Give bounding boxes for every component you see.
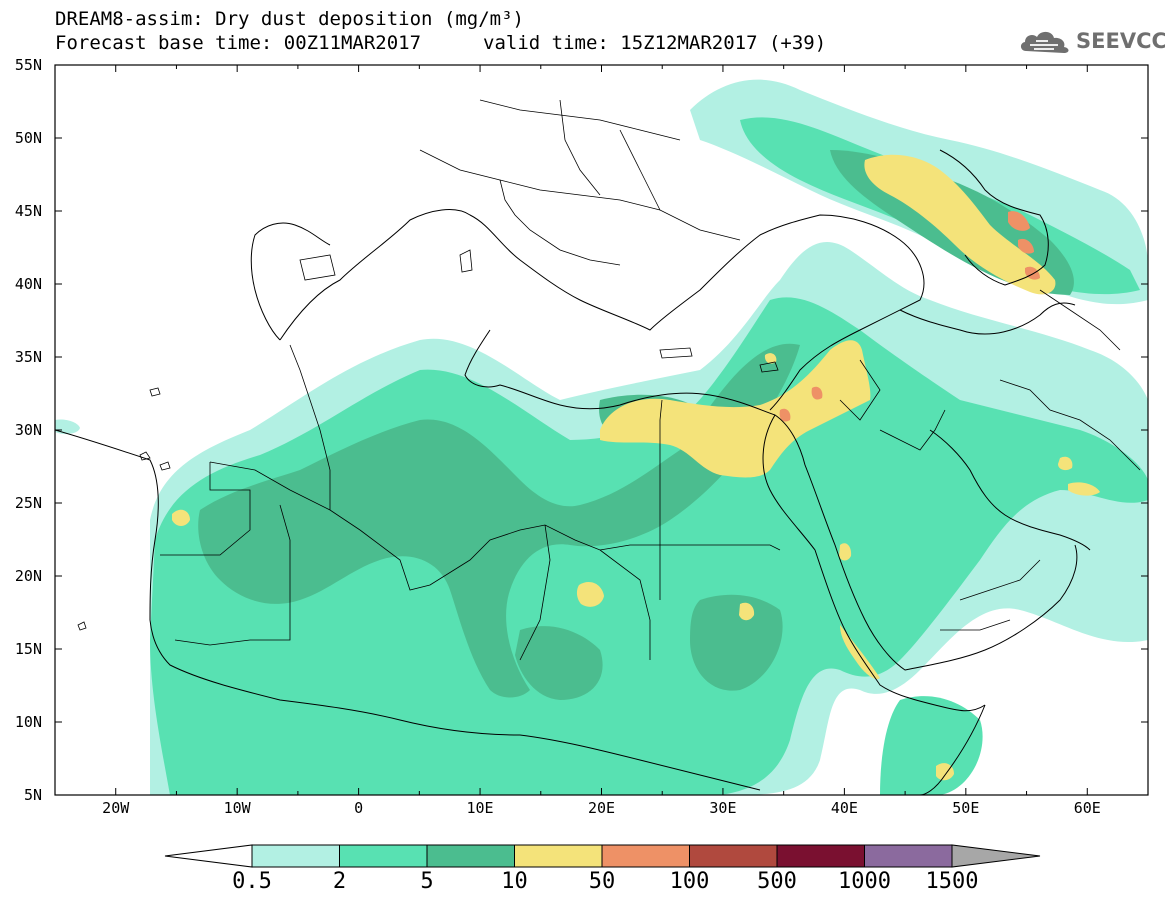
legend-threshold-label: 5 [420,869,434,894]
lat-label: 10N [14,713,42,731]
lat-label: 50N [14,129,42,147]
lat-label: 25N [14,494,42,512]
deposition-band-10 [172,154,1100,781]
lat-label: 5N [23,786,42,804]
legend-threshold-label: 10 [501,869,528,894]
lat-label: 45N [14,202,42,220]
islands [77,249,779,631]
lon-label: 60E [1073,799,1101,817]
lon-label: 50E [952,799,980,817]
lat-label: 30N [14,421,42,439]
legend-threshold-label: 500 [757,869,797,894]
dust-fields [55,79,1148,795]
logo-text: SEEVCCC [1076,29,1165,53]
axis-ticks [54,64,1149,796]
legend-threshold-label: 2 [332,869,347,894]
coastlines [55,149,1091,795]
map-title: DREAM8-assim: Dry dust deposition (mg/m³… [55,8,524,30]
legend-threshold-label: 100 [669,869,710,894]
lat-label: 55N [14,56,42,74]
legend-threshold-label: 1500 [925,869,979,894]
country-borders [160,99,1141,661]
lat-label: 15N [14,640,42,658]
legend-threshold-label: 0.5 [232,869,272,894]
lon-label: 0 [354,799,364,817]
legend-threshold-label: 50 [588,869,616,894]
lon-label: 20E [587,799,616,817]
lat-label: 20N [14,567,42,585]
lon-label: 30E [709,799,737,817]
lat-label: 40N [14,275,42,293]
lat-label: 35N [14,348,42,366]
forecast-base-time: Forecast base time: 00Z11MAR2017 [55,32,422,54]
lon-label: 40E [830,799,858,817]
seevccc-logo: SEEVCCC [1018,26,1165,56]
legend-threshold-label: 1000 [838,869,891,894]
cloud-icon [1020,31,1069,53]
lon-label: 20W [102,799,130,817]
valid-time: valid time: 15Z12MAR2017 (+39) [483,32,827,54]
lon-label: 10W [223,799,251,817]
lon-label: 10E [466,799,494,817]
